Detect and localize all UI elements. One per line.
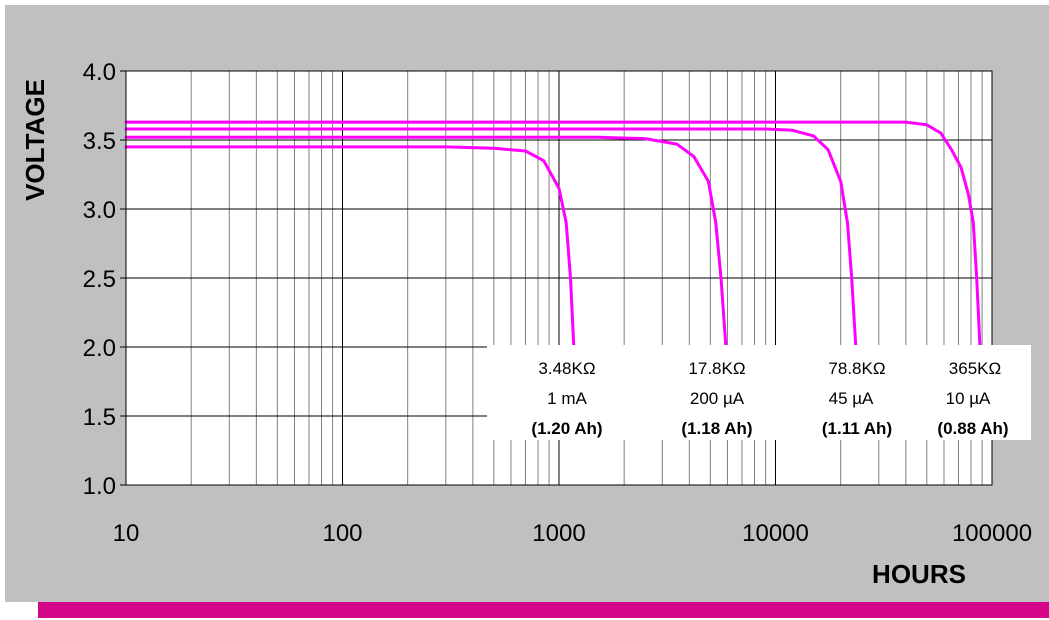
series-line-3: [124, 127, 858, 349]
y-tick-label: 2.5: [83, 266, 116, 293]
annotation-capacity-1: (1.20 Ah): [531, 419, 602, 438]
x-tick-label: 100000: [952, 520, 1032, 547]
bottom-accent-bar: [38, 602, 1049, 618]
annotation-resistance-4: 365KΩ: [949, 359, 1001, 378]
y-tick-label: 4.0: [83, 59, 116, 86]
y-tick-label: 1.0: [83, 473, 116, 500]
annotation-resistance-2: 17.8KΩ: [688, 359, 745, 378]
y-tick-labels: 1.0 1.5 2.0 2.5 3.0 3.5 4.0: [83, 59, 126, 500]
x-axis-title: HOURS: [872, 559, 966, 589]
annotation-capacity-2: (1.18 Ah): [681, 419, 752, 438]
y-axis-title: VOLTAGE: [20, 79, 50, 201]
y-tick-label: 3.5: [83, 128, 116, 155]
y-tick-label: 1.5: [83, 404, 116, 431]
annotation-resistance-3: 78.8KΩ: [828, 359, 885, 378]
annotation-current-2: 200 µA: [690, 389, 745, 408]
annotation-current-1: 1 mA: [547, 389, 587, 408]
x-tick-labels: 10 100 1000 10000 100000: [113, 520, 1032, 547]
annotation-capacity-3: (1.11 Ah): [822, 419, 892, 438]
x-tick-label: 100: [322, 520, 362, 547]
annotation-box: 3.48KΩ 1 mA (1.20 Ah) 17.8KΩ 200 µA (1.1…: [487, 345, 1031, 440]
annotation-current-3: 45 µA: [829, 389, 874, 408]
x-tick-label: 10: [113, 520, 140, 547]
y-tick-label: 3.0: [83, 197, 116, 224]
annotation-capacity-4: (0.88 Ah): [937, 419, 1008, 438]
series-line-1: [124, 145, 576, 349]
series-line-2: [124, 135, 728, 349]
x-tick-label: 10000: [742, 520, 809, 547]
series-group: [124, 120, 982, 349]
annotation-current-4: 10 µA: [946, 389, 991, 408]
y-tick-label: 2.0: [83, 335, 116, 362]
annotation-resistance-1: 3.48KΩ: [538, 359, 595, 378]
series-line-4: [124, 120, 982, 349]
x-tick-label: 1000: [532, 520, 585, 547]
